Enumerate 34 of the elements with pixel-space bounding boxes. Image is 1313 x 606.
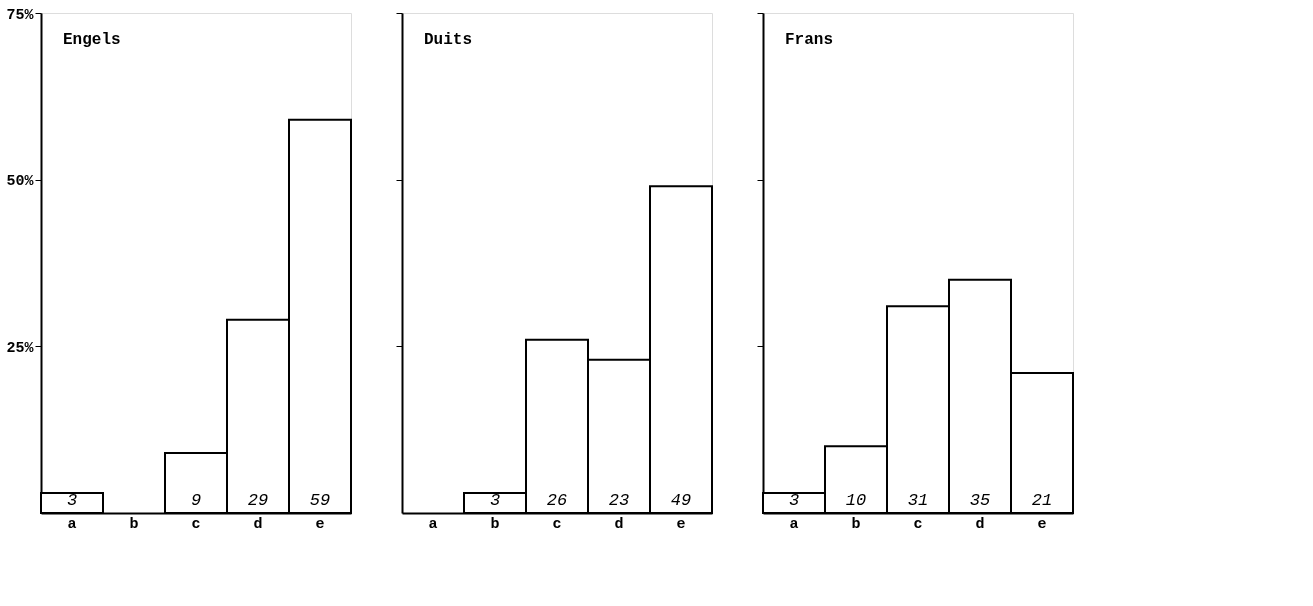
text: Frans xyxy=(785,31,834,49)
x-tick-label: b xyxy=(129,515,139,533)
y-tick-label: 25% xyxy=(6,339,35,357)
data-label: 29 xyxy=(247,491,269,510)
x-tick-label: c xyxy=(552,515,562,533)
x-tick-label: b xyxy=(851,515,861,533)
x-tick-label: e xyxy=(676,515,686,533)
x-tick-label: a xyxy=(789,515,799,533)
data-label: 23 xyxy=(608,491,630,510)
data-label: 3 xyxy=(66,491,78,510)
text: Duits xyxy=(424,31,473,49)
x-tick-label: b xyxy=(490,515,500,533)
data-label: 35 xyxy=(969,491,991,510)
x-tick-label: a xyxy=(428,515,438,533)
x-tick-label: e xyxy=(1037,515,1047,533)
x-tick-label: c xyxy=(913,515,923,533)
x-tick-label: d xyxy=(614,515,624,533)
x-tick-label: d xyxy=(975,515,985,533)
y-tick-label: 50% xyxy=(6,173,35,191)
x-tick-label: c xyxy=(191,515,201,533)
x-tick-label: d xyxy=(253,515,263,533)
data-label: 10 xyxy=(845,491,867,510)
text: Engels xyxy=(63,31,121,49)
data-label: 21 xyxy=(1031,491,1053,510)
data-label: 59 xyxy=(309,491,331,510)
data-label: 26 xyxy=(546,491,568,510)
x-tick-label: e xyxy=(315,515,325,533)
y-tick-label: 75% xyxy=(6,6,35,24)
data-label: 9 xyxy=(190,491,202,510)
data-label: 31 xyxy=(907,491,929,510)
data-label: 3 xyxy=(489,491,501,510)
data-label: 3 xyxy=(788,491,800,510)
data-label: 49 xyxy=(670,491,692,510)
x-tick-label: a xyxy=(67,515,77,533)
